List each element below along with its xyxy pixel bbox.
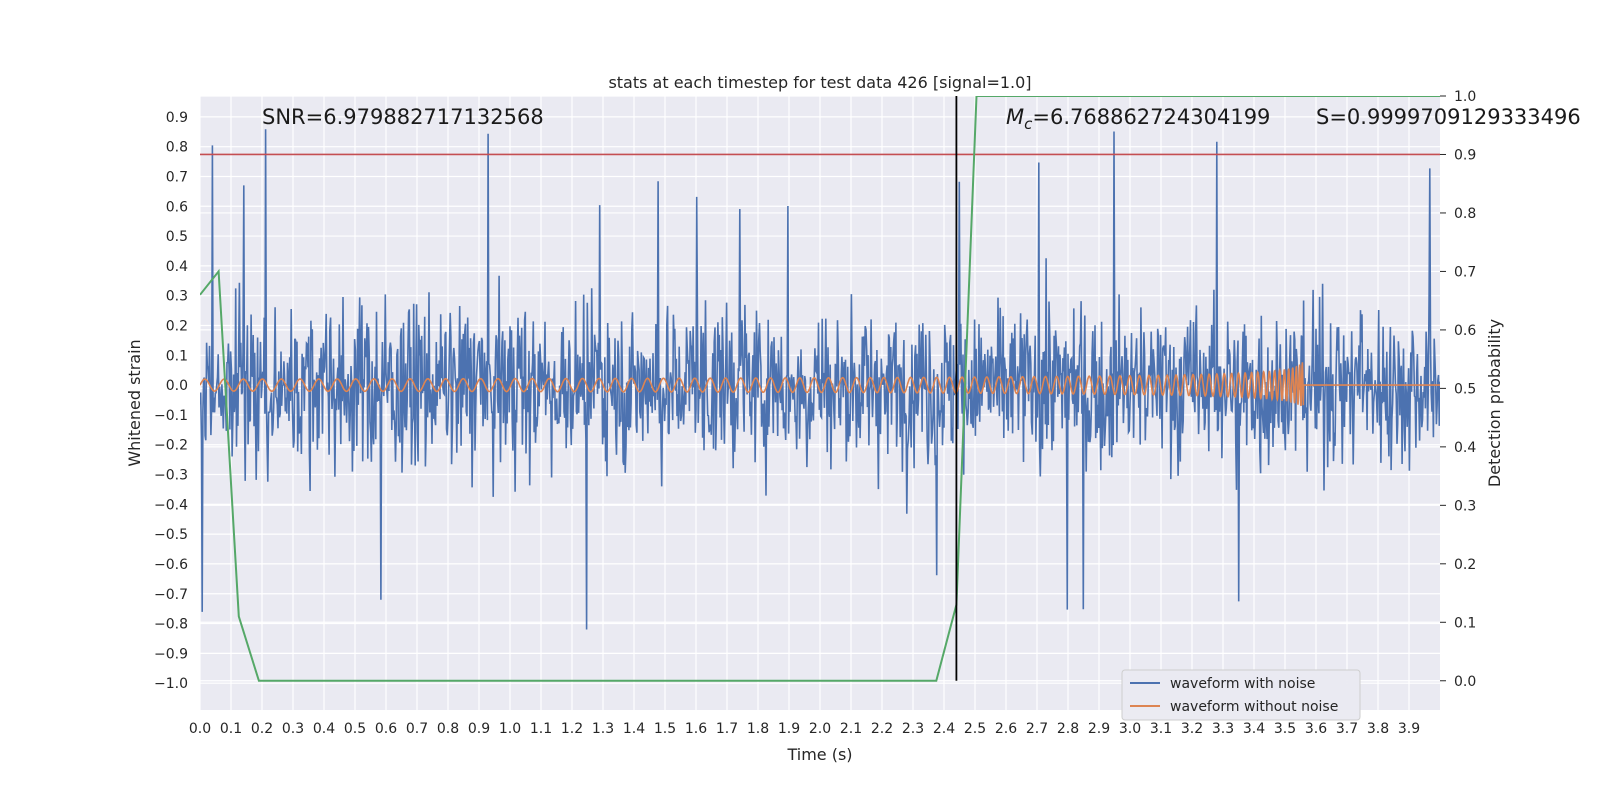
x-tick-label: 0.3	[282, 721, 304, 737]
x-tick-label: 0.0	[189, 721, 211, 737]
x-tick-label: 2.7	[1026, 721, 1048, 737]
x-tick-label: 3.0	[1119, 721, 1141, 737]
x-tick-label: 0.9	[468, 721, 490, 737]
y-tick-label: 0.8	[166, 140, 188, 156]
x-tick-label: 2.1	[840, 721, 862, 737]
y-tick-label: 0.3	[166, 289, 188, 305]
x-tick-label: 2.9	[1088, 721, 1110, 737]
y-tick-label: 0.0	[166, 378, 188, 394]
x-tick-label: 3.1	[1150, 721, 1172, 737]
x-tick-label: 1.4	[623, 721, 645, 737]
x-tick-label: 0.5	[344, 721, 366, 737]
mc-symbol: M	[1006, 105, 1024, 129]
x-tick-label: 2.2	[871, 721, 893, 737]
x-tick-label: 3.4	[1243, 721, 1265, 737]
x-tick-label: 2.6	[995, 721, 1017, 737]
x-tick-label: 1.7	[716, 721, 738, 737]
y2-tick-label: 0.5	[1454, 381, 1476, 397]
y-tick-label: −0.4	[154, 497, 188, 513]
y-tick-label: −0.1	[154, 408, 188, 424]
x-tick-label: 3.8	[1367, 721, 1389, 737]
y-tick-label: 0.9	[166, 110, 188, 126]
snr-annotation: SNR=6.979882717132568	[262, 105, 544, 129]
y-tick-label: −0.2	[154, 438, 188, 454]
y-axis-title: Whitened strain	[125, 339, 144, 466]
x-axis-title: Time (s)	[786, 745, 852, 764]
x-tick-label: 0.8	[437, 721, 459, 737]
y2-tick-label: 0.0	[1454, 674, 1476, 690]
x-tick-label: 2.3	[902, 721, 924, 737]
y-tick-label: 0.5	[166, 229, 188, 245]
legend-label-noise: waveform with noise	[1170, 676, 1315, 692]
y2-tick-label: 0.1	[1454, 615, 1476, 631]
x-tick-label: 0.2	[251, 721, 273, 737]
x-tick-label: 0.1	[220, 721, 242, 737]
y-tick-label: −0.3	[154, 468, 188, 484]
x-tick-label: 1.6	[685, 721, 707, 737]
y2-tick-label: 0.2	[1454, 557, 1476, 573]
y2-axis-title: Detection probability	[1485, 319, 1504, 487]
y2-tick-label: 0.9	[1454, 147, 1476, 163]
x-tick-label: 1.1	[530, 721, 552, 737]
y2-tick-label: 0.3	[1454, 498, 1476, 514]
y2-tick-label: 0.7	[1454, 264, 1476, 280]
y2-tick-label: 0.8	[1454, 206, 1476, 222]
y-tick-label: 0.6	[166, 199, 188, 215]
legend-label-clean: waveform without noise	[1170, 699, 1338, 715]
y-tick-label: −0.9	[154, 646, 188, 662]
legend-box	[1121, 669, 1361, 721]
x-tick-label: 1.2	[561, 721, 583, 737]
y2-tick-label: 1.0	[1454, 89, 1476, 105]
series-detection-probability	[200, 96, 1440, 682]
chart-title: stats at each timestep for test data 426…	[608, 73, 1031, 92]
y-tick-label: −0.6	[154, 557, 188, 573]
mc-annotation: Mc=6.768862724304199	[1006, 105, 1270, 133]
x-tick-label: 3.9	[1398, 721, 1420, 737]
x-tick-label: 3.7	[1336, 721, 1358, 737]
mc-subscript: c	[1024, 115, 1033, 133]
x-tick-label: 3.2	[1181, 721, 1203, 737]
y-tick-label: 0.7	[166, 169, 188, 185]
x-tick-label: 3.3	[1212, 721, 1234, 737]
mc-value: =6.768862724304199	[1032, 105, 1270, 129]
legend: waveform with noise waveform without noi…	[1121, 669, 1361, 721]
x-tick-label: 2.0	[809, 721, 831, 737]
y-tick-label: 0.1	[166, 348, 188, 364]
x-tick-label: 0.7	[406, 721, 428, 737]
series-waveform-with-noise	[200, 129, 1440, 630]
x-tick-label: 1.0	[499, 721, 521, 737]
y-tick-label: 0.4	[166, 259, 188, 275]
x-tick-label: 0.6	[375, 721, 397, 737]
x-tick-label: 1.3	[592, 721, 614, 737]
x-tick-label: 0.4	[313, 721, 335, 737]
series-waveform-without-noise	[200, 362, 1440, 407]
x-tick-label: 3.6	[1305, 721, 1327, 737]
grid	[199, 95, 1440, 710]
y2-tick-label: 0.4	[1454, 440, 1476, 456]
x-tick-label: 2.4	[933, 721, 955, 737]
x-tick-label: 1.9	[778, 721, 800, 737]
x-tick-label: 1.8	[747, 721, 769, 737]
y-tick-label: 0.2	[166, 319, 188, 335]
x-tick-label: 3.5	[1274, 721, 1296, 737]
y-tick-label: −0.7	[154, 587, 188, 603]
s-annotation: S=0.9999709129333496	[1316, 105, 1581, 129]
x-tick-label: 2.5	[964, 721, 986, 737]
y2-tick-label: 0.6	[1454, 323, 1476, 339]
x-tick-label: 2.8	[1057, 721, 1079, 737]
x-tick-label: 1.5	[654, 721, 676, 737]
y-tick-label: −0.5	[154, 527, 188, 543]
y-tick-label: −1.0	[154, 676, 188, 692]
y-tick-label: −0.8	[154, 617, 188, 633]
